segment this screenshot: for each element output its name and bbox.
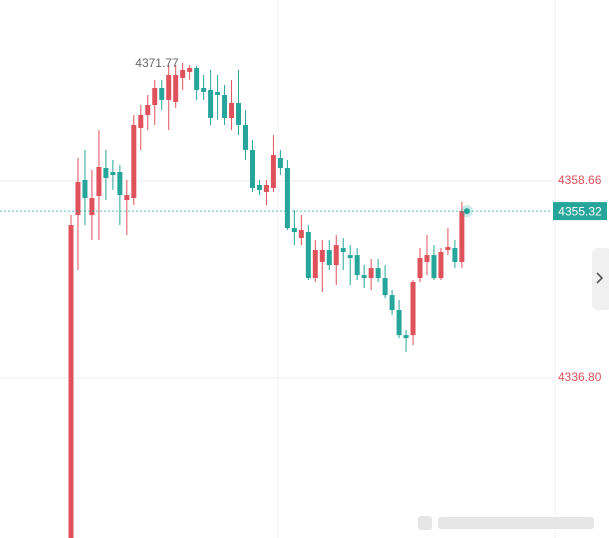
watermark-text	[438, 517, 594, 529]
candle-body	[208, 89, 214, 118]
candle-body	[117, 171, 123, 196]
candle-body	[180, 69, 186, 78]
y-tick-label: 4336.80	[558, 370, 602, 384]
candle-body	[201, 87, 207, 92]
candle-body	[270, 155, 276, 189]
candle-body	[403, 335, 409, 339]
candle-body	[159, 87, 165, 100]
candle-body	[319, 250, 325, 263]
candle-body	[75, 181, 81, 216]
candle-body	[354, 255, 360, 276]
last-price-label: 4355.32	[558, 204, 602, 218]
candle-body	[222, 94, 228, 118]
grid: 4358.66 4336.80	[0, 173, 602, 384]
candle-body	[229, 102, 235, 118]
candle-body	[277, 158, 283, 169]
candle-body	[298, 230, 304, 239]
candle-body	[166, 74, 172, 100]
candles	[68, 62, 465, 538]
candle-body	[396, 310, 402, 336]
candle-body	[256, 185, 262, 190]
candle-body	[284, 168, 290, 229]
candle-body	[110, 171, 116, 176]
candle-body	[173, 74, 179, 102]
candle-body	[82, 179, 88, 199]
candle-body	[361, 275, 367, 279]
candle-body	[347, 255, 353, 259]
candle-body	[312, 250, 318, 279]
watermark	[418, 516, 594, 530]
candle-body	[333, 245, 339, 266]
candle-body	[152, 87, 158, 106]
watermark-icon	[418, 516, 432, 530]
candle-body	[410, 282, 416, 336]
candle-body	[89, 198, 95, 216]
candle-body	[431, 255, 437, 279]
candle-body	[375, 268, 381, 279]
chevron-icon[interactable]	[596, 272, 604, 284]
candle-body	[340, 248, 346, 253]
candle-body	[68, 225, 74, 538]
candle-body	[145, 105, 151, 116]
candle-body	[438, 252, 444, 279]
candle-body	[249, 149, 255, 189]
candle-body	[138, 115, 144, 128]
candle-body	[368, 268, 374, 279]
high-annotation: 4371.77	[135, 56, 179, 70]
candle-body	[96, 167, 102, 197]
candle-body	[389, 295, 395, 311]
candle-body	[187, 67, 193, 72]
y-tick-label: 4358.66	[558, 173, 602, 187]
side-tab[interactable]	[592, 248, 609, 310]
overlay: 4371.77 4355.32	[0, 56, 607, 221]
candle-body	[424, 255, 430, 263]
candle-body	[215, 91, 221, 95]
candle-body	[243, 125, 248, 150]
candle-body	[291, 228, 297, 233]
candle-body	[131, 125, 137, 199]
candle-body	[326, 250, 332, 266]
last-price-dot	[463, 208, 470, 215]
last-price-badge	[553, 202, 607, 221]
candle-body	[445, 247, 451, 251]
candle-body	[194, 67, 200, 90]
candle-body	[459, 211, 465, 263]
candle-body	[452, 248, 458, 263]
candle-body	[103, 168, 109, 179]
candle-body	[382, 278, 388, 296]
candle-body	[305, 232, 311, 279]
candle-body	[236, 102, 242, 126]
candle-body	[263, 185, 269, 192]
candle-body	[124, 195, 130, 201]
candle-body	[417, 258, 423, 279]
